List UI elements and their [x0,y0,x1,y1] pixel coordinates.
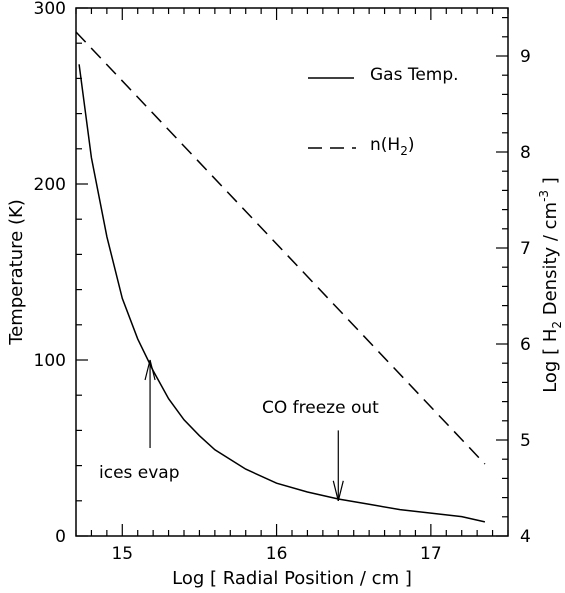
legend-label-gas-temp: Gas Temp. [370,65,459,85]
y-right-tick-label: 9 [520,47,531,67]
x-axis-label: Log [ Radial Position / cm ] [172,568,412,589]
x-tick-label: 17 [420,544,442,564]
y-right-tick-label: 6 [520,335,531,355]
legend-part: ) [408,135,415,155]
x-tick-label: 15 [111,544,133,564]
y-axis-label-left: Temperature (K) [6,199,27,346]
h2-density-line [75,31,486,465]
annotation-co-freeze-out: CO freeze out [262,398,379,418]
annotation-arrow-head [144,359,156,381]
x-tick-label: 16 [266,544,288,564]
y-right-tick-label: 8 [520,143,531,163]
annotation-arrow-head [332,480,344,501]
y-label-superscript: -3 [537,190,551,202]
y-left-tick-label: 100 [34,351,66,371]
legend-label-h2: n(H2) [370,135,414,158]
y-axis-label-right: Log [ H2 Density / cm-3 ] [537,177,564,393]
legend-part: n(H [370,135,400,155]
legend-subscript: 2 [400,144,408,158]
plot-frame [75,7,509,537]
annotation-ices-evap: ices evap [99,463,180,483]
y-left-tick-label: 0 [55,527,66,547]
y-right-tick-label: 5 [520,431,531,451]
y-label-part: Log [ H [540,329,561,393]
gas-temperature-line [78,64,486,523]
y-label-part: ] [540,177,561,190]
y-left-tick-label: 300 [34,0,66,19]
y-label-subscript: 2 [550,321,564,329]
y-right-tick-label: 4 [520,527,531,547]
y-right-tick-label: 7 [520,239,531,259]
y-left-tick-label: 200 [34,175,66,195]
y-label-part: Density / cm [540,202,561,321]
